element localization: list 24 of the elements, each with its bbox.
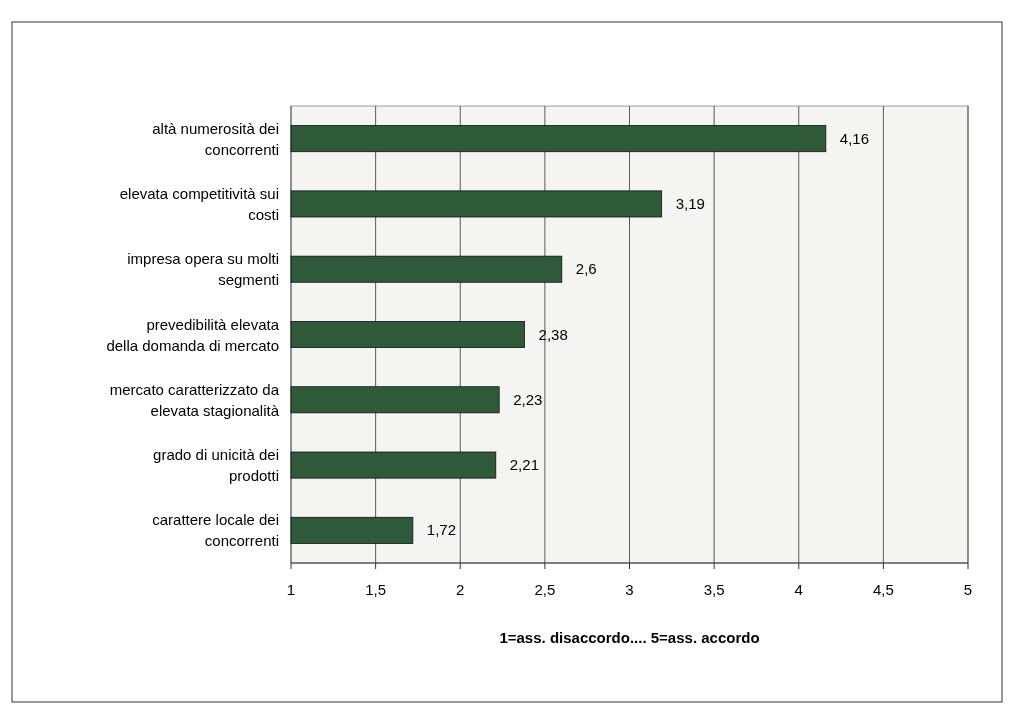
y-tick-label: elevata competitività sui costi bbox=[119, 184, 279, 223]
x-tick-label: 3,5 bbox=[703, 581, 725, 598]
y-tick-label: grado di unicità dei prodotti bbox=[153, 446, 279, 485]
x-tick-label: 4 bbox=[794, 581, 803, 598]
x-tick-label: 1 bbox=[286, 581, 296, 598]
y-tick-label: altà numerosità dei concorrenti bbox=[152, 119, 279, 158]
x-tick-label: 5 bbox=[963, 581, 973, 598]
data-label: 1,72 bbox=[426, 521, 457, 539]
x-tick-label: 4,5 bbox=[872, 581, 894, 598]
data-label: 3,19 bbox=[675, 194, 705, 212]
x-tick-label: 1,5 bbox=[365, 581, 387, 598]
y-tick-label: mercato caratterizzato da elevata stagionalità bbox=[109, 380, 280, 419]
data-label: 2,6 bbox=[575, 260, 597, 278]
y-tick-label: prevedibilità elevata della domanda di mercato bbox=[106, 315, 280, 354]
x-tick-label: 2,5 bbox=[534, 581, 556, 598]
x-tick-label: 2 bbox=[456, 581, 465, 598]
data-label: 2,21 bbox=[509, 456, 539, 474]
data-label: 2,38 bbox=[538, 325, 568, 343]
x-tick-label: 3 bbox=[625, 581, 634, 598]
y-tick-label: impresa opera su molti segmenti bbox=[127, 250, 279, 289]
y-tick-label: carattere locale dei concorrenti bbox=[152, 511, 279, 550]
data-label: 2,23 bbox=[513, 390, 543, 408]
x-axis-title: 1=ass. disaccordo.... 5=ass. accordo bbox=[499, 629, 760, 646]
data-label: 4,16 bbox=[839, 129, 870, 147]
